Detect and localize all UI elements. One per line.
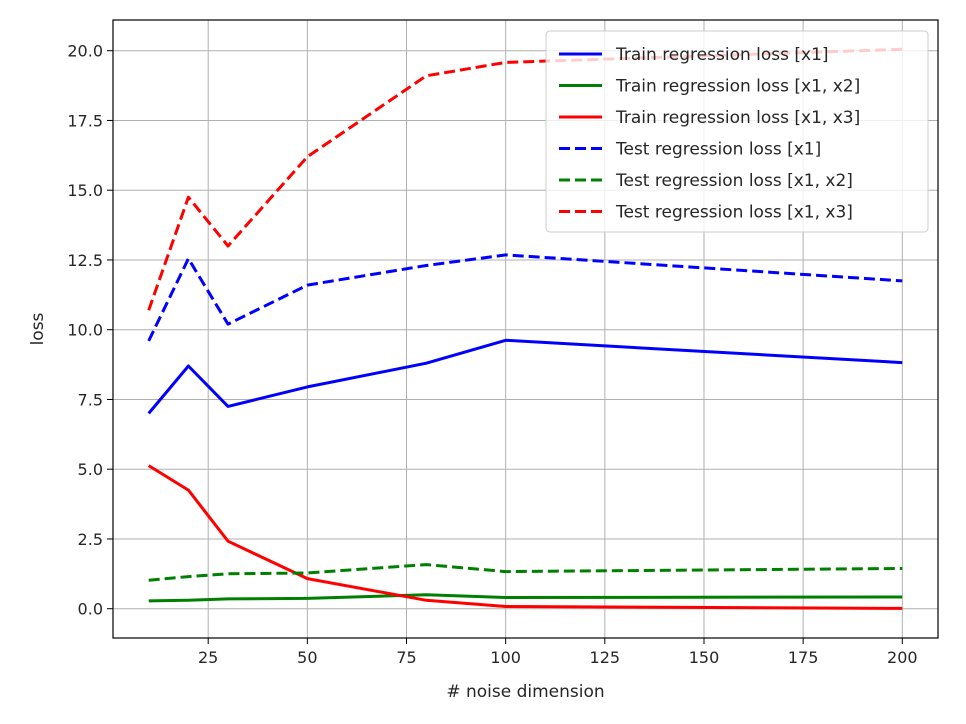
x-tick-label: 175 [788,648,819,667]
series-line-1 [147,338,903,415]
series-line-6 [147,47,903,311]
legend-box [545,30,929,233]
series-line-2 [148,593,903,603]
legend-label: Train regression loss [x1] [615,45,829,65]
series-line-3 [147,464,903,610]
y-tick-label: 2.5 [78,530,103,549]
x-tick-label: 150 [689,648,720,667]
x-tick-label: 100 [490,648,521,667]
legend-label: Test regression loss [x1] [615,140,821,160]
x-tick-label: 75 [396,648,416,667]
y-tick-label: 20.0 [67,42,103,61]
legend-label: Test regression loss [x1, x3] [615,203,853,223]
legend-label: Train regression loss [x1, x2] [615,77,860,97]
x-tick-label: 25 [198,648,218,667]
x-tick-label: 200 [887,648,918,667]
x-axis-ticks: 25 50 75 100 125 150 175 200 [198,638,918,667]
legend-label: Test regression loss [x1, x2] [615,171,853,191]
y-axis-title: loss [28,312,48,345]
y-tick-label: 10.0 [67,321,103,340]
y-tick-label: 0.0 [78,600,103,619]
y-tick-label: 5.0 [78,460,103,479]
plot-frame [112,19,939,639]
x-tick-label: 125 [590,648,621,667]
y-tick-label: 15.0 [67,181,103,200]
x-axis-title: # noise dimension [446,682,604,702]
y-tick-label: 17.5 [67,111,103,130]
series-lines [147,47,903,610]
y-axis-ticks: 0.0 2.5 5.0 7.5 10.0 12.5 15.0 17.5 20.0 [67,42,113,619]
y-tick-label: 12.5 [67,251,103,270]
y-tick-label: 7.5 [78,390,103,409]
series-line-4 [147,253,903,342]
legend: Train regression loss [x1] Train regressi… [545,30,929,233]
x-tick-label: 50 [297,648,317,667]
legend-label: Train regression loss [x1, x3] [615,108,860,128]
series-line-5 [148,563,903,582]
